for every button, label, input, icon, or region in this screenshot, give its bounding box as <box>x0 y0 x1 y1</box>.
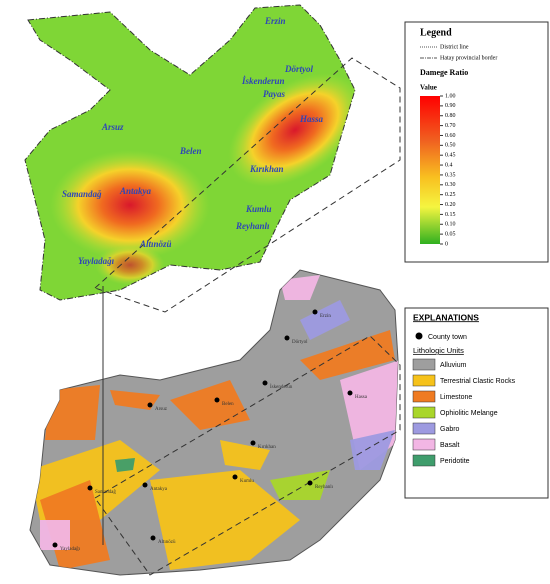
unit-label: Terrestrial Clastic Rocks <box>440 378 516 385</box>
district-label: İskenderun <box>241 76 285 86</box>
map-label: Hassa <box>355 395 368 400</box>
county-town <box>142 482 148 488</box>
rock-patch <box>300 330 395 380</box>
rock-patch <box>280 275 320 300</box>
district-label: Altınözü <box>139 239 172 249</box>
district-label: Hassa <box>299 114 324 124</box>
scale-tick-label: 0.70 <box>445 123 456 129</box>
scale-title: Damege Ratio <box>420 68 468 77</box>
unit-label: Alluvium <box>440 362 467 369</box>
district-label: Belen <box>179 146 202 156</box>
legend-label: Hatay provincial border <box>440 55 497 61</box>
rock-patch <box>220 440 270 470</box>
unit-swatch <box>412 390 436 403</box>
scale-subtitle: Value <box>420 84 437 92</box>
county-town <box>214 397 220 403</box>
scale-tick-label: 0.10 <box>445 222 456 228</box>
legend-label: County town <box>428 334 467 341</box>
map-label: İskenderun <box>270 384 293 390</box>
section-frame <box>94 57 401 313</box>
unit-label: Limestone <box>440 394 472 401</box>
rock-patch <box>150 470 300 570</box>
unit-swatch <box>412 438 436 451</box>
section-frame <box>94 335 401 576</box>
rock-patch <box>270 470 330 500</box>
rock-patch <box>170 380 250 430</box>
scale-tick-label: 0.05 <box>445 232 456 238</box>
county-town <box>284 335 290 341</box>
unit-swatch <box>412 374 436 387</box>
units-title: Lithologic Units <box>413 346 464 355</box>
legend-title: Legend <box>420 27 452 38</box>
color-scale <box>420 96 440 244</box>
county-town <box>150 535 156 541</box>
explanations-box <box>404 307 549 499</box>
rock-patch <box>115 458 135 472</box>
scale-tick-label: 0 <box>445 241 448 247</box>
scale-tick-label: 0.20 <box>445 202 456 208</box>
rock-patch <box>300 300 350 340</box>
county-town <box>347 390 353 396</box>
map-label: Erzin <box>320 314 331 319</box>
district-label: Reyhanlı <box>235 221 270 231</box>
geology-map <box>29 269 399 576</box>
county-town <box>307 480 313 486</box>
county-symbol <box>415 332 423 340</box>
unit-label: Ophiolitic Melange <box>440 410 498 417</box>
map-label: Dörtyol <box>292 340 308 345</box>
explanations-title: EXPLANATIONS <box>413 312 479 322</box>
map-label: Antakya <box>150 487 168 492</box>
county-town <box>52 542 58 548</box>
unit-swatch <box>412 422 436 435</box>
county-town <box>262 380 268 386</box>
district-label: Antakya <box>119 186 152 196</box>
scale-tick-label: 0.50 <box>445 143 456 149</box>
unit-label: Peridotite <box>440 458 470 465</box>
county-town <box>87 485 93 491</box>
scale-tick-label: 0.60 <box>445 133 456 139</box>
scale-tick-label: 0.90 <box>445 103 456 109</box>
map-label: Arsuz <box>155 407 168 412</box>
unit-label: Gabro <box>440 426 460 433</box>
map-label: Altınözü <box>158 540 176 545</box>
map-label: Kumlu <box>240 479 254 484</box>
district-label: Dörtyol <box>284 64 313 74</box>
county-town <box>312 309 318 315</box>
unit-swatch <box>412 358 436 371</box>
scale-tick-label: 0.4 <box>445 162 453 168</box>
map-label: Samandağ <box>95 490 116 495</box>
scale-tick-label: 0.30 <box>445 182 456 188</box>
county-town <box>147 402 153 408</box>
district-label: Payas <box>263 89 285 99</box>
scale-tick-label: 0.25 <box>445 192 456 198</box>
map-label: Belen <box>222 402 234 407</box>
county-town <box>250 440 256 446</box>
district-label: Yayladağı <box>78 256 115 266</box>
scale-tick-label: 0.35 <box>445 172 456 178</box>
scale-tick-label: 0.45 <box>445 153 456 159</box>
scale-tick-label: 0.80 <box>445 113 456 119</box>
patches <box>30 275 398 570</box>
unit-label: Basalt <box>440 442 460 449</box>
district-label: Erzin <box>264 16 286 26</box>
county-town <box>232 474 238 480</box>
district-label: Arsuz <box>101 122 124 132</box>
district-label: Samandağ <box>62 189 102 199</box>
map-label: Kırıkhan <box>258 445 276 450</box>
rock-patch <box>40 520 70 550</box>
unit-swatch <box>412 454 436 467</box>
scale-tick-label: 0.15 <box>445 212 456 218</box>
district-label: Kırıkhan <box>249 164 284 174</box>
legend-label: District line <box>440 44 469 50</box>
unit-swatch <box>412 406 436 419</box>
map-label: Yayladağı <box>60 547 81 552</box>
district-label: Kumlu <box>245 204 272 214</box>
scale-tick-label: 1.00 <box>445 93 456 99</box>
map-label: Reyhanlı <box>315 485 334 490</box>
